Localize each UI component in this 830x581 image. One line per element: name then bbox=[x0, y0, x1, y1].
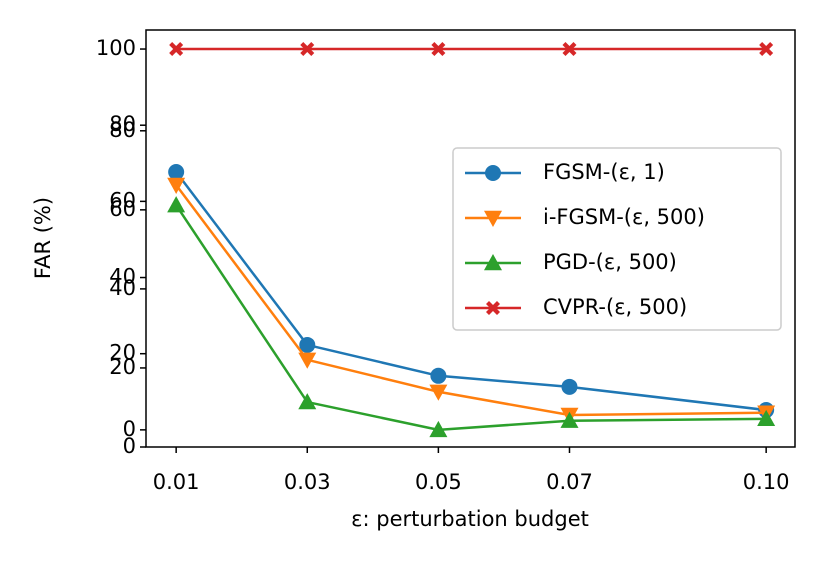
y2-tick-label: 0 bbox=[123, 434, 136, 458]
legend-marker bbox=[486, 301, 500, 315]
y2-tick-label: 40 bbox=[109, 276, 136, 300]
y-tick-label: 100 bbox=[96, 36, 136, 60]
x-tick-label: 0.05 bbox=[415, 470, 462, 494]
data-point bbox=[561, 378, 578, 395]
legend-marker bbox=[485, 165, 501, 181]
data-point bbox=[429, 420, 448, 438]
y2-tick-label: 20 bbox=[109, 355, 136, 379]
y-tick-label: 0 bbox=[123, 417, 136, 441]
x-tick-label: 0.03 bbox=[284, 470, 331, 494]
y-axis-label: FAR (%) bbox=[31, 197, 55, 279]
legend-label: PGD-(ε, 500) bbox=[543, 250, 677, 274]
data-point bbox=[167, 196, 186, 213]
data-point bbox=[430, 367, 447, 384]
data-point bbox=[560, 411, 579, 428]
data-point bbox=[169, 42, 184, 57]
data-point bbox=[298, 393, 317, 410]
x-tick-label: 0.01 bbox=[153, 470, 200, 494]
data-point bbox=[299, 336, 316, 353]
x-axis-label: ε: perturbation budget bbox=[351, 507, 589, 531]
x-tick-label: 0.10 bbox=[743, 470, 790, 494]
data-point bbox=[298, 352, 317, 369]
y2-tick-label: 80 bbox=[109, 118, 136, 142]
x-tick-label: 0.07 bbox=[546, 470, 593, 494]
y-tick-label: 20 bbox=[109, 341, 136, 365]
y-tick-label: 80 bbox=[109, 112, 136, 136]
data-point bbox=[168, 164, 185, 181]
legend-label: FGSM-(ε, 1) bbox=[543, 160, 665, 184]
legend-marker bbox=[484, 254, 502, 271]
y-tick-label: 60 bbox=[109, 188, 136, 212]
data-point bbox=[167, 177, 186, 194]
legend-box bbox=[452, 147, 782, 331]
data-point bbox=[429, 384, 448, 401]
data-point bbox=[757, 409, 776, 427]
y2-tick-label: 60 bbox=[109, 197, 136, 221]
legend-label: CVPR-(ε, 500) bbox=[543, 295, 687, 319]
data-point bbox=[431, 42, 446, 57]
data-point bbox=[562, 42, 577, 57]
plot-frame bbox=[145, 29, 796, 448]
legend-label: i-FGSM-(ε, 500) bbox=[543, 205, 705, 229]
data-point bbox=[300, 42, 315, 57]
legend-marker bbox=[484, 210, 502, 227]
y-tick-label: 40 bbox=[109, 265, 136, 289]
data-point bbox=[759, 42, 774, 57]
